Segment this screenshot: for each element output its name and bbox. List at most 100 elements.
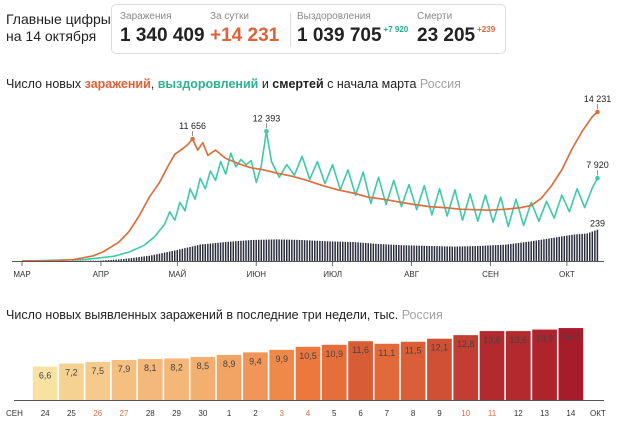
deaths-bar (128, 258, 130, 261)
month-label-right: ОКТ (590, 409, 606, 418)
deaths-bar (148, 255, 151, 261)
deaths-bar (448, 246, 451, 261)
deaths-bar (354, 242, 357, 261)
deaths-bar (207, 243, 209, 261)
deaths-bar (573, 234, 576, 261)
stat-cases: Заражения 1 340 409 (120, 11, 205, 47)
deaths-bar (545, 238, 548, 261)
daily-bar (190, 356, 216, 400)
line-chart-title: Число новых заражений, выздоровлений и с… (6, 77, 461, 91)
bar-chart-title-text: Число новых выявленных заражений в после… (6, 308, 399, 322)
deaths-bar (194, 245, 196, 261)
daily-bar-value-label: 8,1 (144, 363, 157, 373)
recoveries-line (21, 130, 599, 262)
deaths-bar (316, 240, 319, 261)
x-tick-label: СЕН (482, 270, 499, 279)
line-chart-title-cases: заражений (84, 77, 151, 91)
deaths-bar (319, 240, 321, 261)
deaths-bar (553, 237, 555, 261)
deaths-bar (428, 245, 431, 261)
x-tick-label: 27 (120, 409, 129, 418)
deaths-bar (181, 248, 184, 261)
daily-bar-value-label: 10,9 (326, 349, 344, 359)
x-tick-label: 9 (437, 409, 442, 418)
deaths-bar (364, 242, 367, 261)
deaths-bar (362, 242, 364, 261)
deaths-bar (446, 246, 448, 261)
deaths-bar (596, 229, 599, 261)
stat-cases-value: 1 340 409 (120, 25, 205, 46)
x-tick-label: 26 (93, 409, 102, 418)
stat-deaths-label: Смерти (417, 11, 453, 22)
daily-bar (295, 346, 321, 400)
deaths-bar (298, 239, 301, 261)
deaths-bar (201, 244, 204, 261)
stat-daily-label: За сутки (210, 11, 249, 22)
recoveries-point (595, 175, 600, 181)
daily-bar (243, 352, 268, 400)
deaths-bar (189, 246, 191, 261)
deaths-bar (515, 243, 517, 261)
deaths-bar (265, 239, 268, 261)
deaths-bar (591, 231, 594, 261)
daily-bar (216, 354, 242, 400)
deaths-bar (538, 240, 540, 261)
deaths-bar (156, 254, 158, 261)
deaths-bar (161, 253, 163, 261)
deaths-bar (456, 246, 459, 261)
deaths-bar (352, 241, 354, 261)
deaths-bar (527, 241, 530, 261)
daily-bar-value-label: 6,6 (39, 371, 52, 381)
line-chart: 11 656 14 231 12 393 7 920 239 МАР АПР МАЙ ИЮН ИЮ… (12, 94, 611, 279)
deaths-bar (548, 238, 550, 261)
daily-bar-value-label: 13,9 (536, 334, 554, 344)
stat-deaths-delta: +239 (477, 25, 496, 34)
deaths-bar (497, 245, 499, 261)
deaths-bar (222, 242, 224, 261)
deaths-bar (268, 239, 270, 261)
deaths-bar (454, 246, 456, 261)
deaths-bar (476, 245, 479, 261)
stat-recoveries: Выздоровления 1 039 705 +7 920 (297, 11, 408, 47)
daily-bar (374, 343, 400, 400)
deaths-bar (301, 240, 303, 261)
deaths-bar (418, 245, 420, 261)
deaths-bar (112, 259, 115, 261)
daily-bar (321, 344, 347, 400)
daily-bar-value-label: 8,2 (170, 362, 183, 372)
deaths-bar (451, 246, 454, 261)
x-tick-label: 7 (385, 409, 390, 418)
deaths-bar (263, 239, 265, 261)
deaths-bar (461, 246, 464, 261)
daily-bar (164, 358, 189, 400)
deaths-bar (311, 240, 313, 261)
deaths-bar (196, 245, 199, 261)
deaths-bar (408, 245, 410, 261)
daily-bar-value-label: 13,6 (483, 335, 501, 345)
deaths-bar (581, 233, 583, 261)
deaths-bar (153, 254, 156, 261)
deaths-bar (278, 239, 280, 261)
deaths-bar (525, 241, 527, 261)
x-tick-label: 13 (540, 409, 549, 418)
cases-point (190, 136, 195, 142)
deaths-bar (583, 233, 586, 261)
x-tick-label: АВГ (404, 270, 420, 279)
daily-bar-value-label: 8,5 (197, 361, 210, 371)
x-tick-label: ИЮН (246, 270, 266, 279)
deaths-bar (502, 244, 504, 261)
stat-deaths-number: 23 205 (417, 25, 476, 46)
deaths-bar (291, 239, 293, 261)
deaths-bar (283, 239, 285, 261)
deaths-bar (555, 237, 558, 261)
daily-bar (532, 329, 557, 400)
deaths-bar (107, 260, 110, 261)
daily-bar (111, 359, 137, 400)
deaths-bar (433, 246, 436, 261)
bar-chart-title: Число новых выявленных заражений в после… (6, 308, 443, 322)
deaths-bar (286, 239, 288, 261)
deaths-bar (385, 244, 387, 261)
deaths-bar (135, 257, 138, 261)
deaths-bar (245, 240, 247, 261)
deaths-bar (426, 245, 428, 261)
